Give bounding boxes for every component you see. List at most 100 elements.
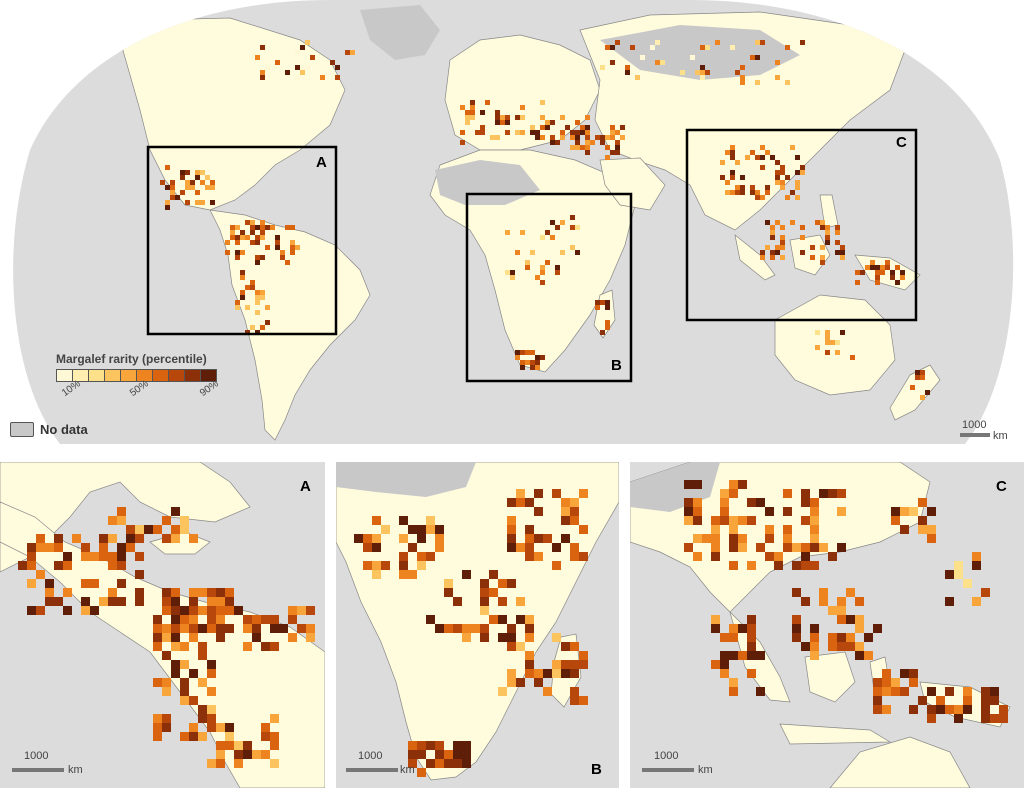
rarity-cell <box>288 615 297 624</box>
rarity-cell <box>560 130 565 135</box>
inset-box-c[interactable] <box>685 128 918 322</box>
legend-title: Margalef rarity (percentile) <box>56 352 207 366</box>
rarity-cell <box>255 260 260 265</box>
rarity-cell <box>640 55 645 60</box>
rarity-cell <box>216 759 225 768</box>
rarity-cell <box>245 285 250 290</box>
rarity-cell <box>610 130 615 135</box>
inset-box-b[interactable] <box>465 192 633 383</box>
rarity-cell <box>195 170 200 175</box>
rarity-cell <box>882 705 891 714</box>
rarity-cell <box>480 606 489 615</box>
rarity-cell <box>785 80 790 85</box>
rarity-cell <box>250 225 255 230</box>
rarity-cell <box>693 516 702 525</box>
rarity-cell <box>785 195 790 200</box>
rarity-cell <box>981 714 990 723</box>
rarity-cell <box>170 195 175 200</box>
rarity-cell <box>738 624 747 633</box>
rarity-cell <box>585 150 590 155</box>
rarity-cell <box>235 300 240 305</box>
rarity-cell <box>828 606 837 615</box>
rarity-cell <box>234 759 243 768</box>
rarity-cell <box>230 230 235 235</box>
africa-landmass <box>429 149 636 373</box>
rarity-cell <box>171 606 180 615</box>
rarity-cell <box>690 55 695 60</box>
rarity-cell <box>270 732 279 741</box>
rarity-cell <box>918 498 927 507</box>
inset-b-letter: B <box>591 761 602 778</box>
rarity-cell <box>720 660 729 669</box>
rarity-cell <box>860 270 865 275</box>
inset-c-map <box>630 462 1011 788</box>
rarity-cell <box>153 732 162 741</box>
rarity-cell <box>81 606 90 615</box>
rarity-cell <box>505 130 510 135</box>
rarity-cell <box>900 669 909 678</box>
rarity-cell <box>765 534 774 543</box>
rarity-cell <box>285 225 290 230</box>
rarity-cell <box>372 534 381 543</box>
box-label-c: C <box>896 134 907 151</box>
rarity-cell <box>453 750 462 759</box>
rarity-cell <box>945 705 954 714</box>
rarity-cell <box>210 180 215 185</box>
rarity-cell <box>465 110 470 115</box>
rarity-cell <box>650 45 655 50</box>
rarity-cell <box>775 245 780 250</box>
rarity-cell <box>295 65 300 70</box>
rarity-cell <box>720 498 729 507</box>
rarity-cell <box>185 185 190 190</box>
rarity-cell <box>774 552 783 561</box>
rarity-cell <box>830 340 835 345</box>
rarity-cell <box>972 561 981 570</box>
rarity-cell <box>792 543 801 552</box>
inset-box-a[interactable] <box>146 145 338 336</box>
rarity-cell <box>426 525 435 534</box>
rarity-cell <box>507 624 516 633</box>
rarity-cell <box>280 255 285 260</box>
rarity-cell <box>207 669 216 678</box>
rarity-cell <box>840 250 845 255</box>
rarity-cell <box>909 705 918 714</box>
rarity-cell <box>335 75 340 80</box>
rarity-cell <box>819 588 828 597</box>
rarity-cell <box>460 105 465 110</box>
rarity-cell <box>745 155 750 160</box>
rarity-cell <box>837 507 846 516</box>
rarity-cell <box>216 615 225 624</box>
rarity-cell <box>801 498 810 507</box>
rarity-cell <box>171 615 180 624</box>
rarity-cell <box>435 741 444 750</box>
rarity-cell <box>755 55 760 60</box>
rarity-cell <box>230 225 235 230</box>
rarity-cell <box>552 633 561 642</box>
rarity-cell <box>135 525 144 534</box>
rarity-cell <box>543 687 552 696</box>
rarity-cell <box>750 190 755 195</box>
rarity-cell <box>305 65 310 70</box>
inset-panel-c: C 1000 km <box>630 462 1024 788</box>
rarity-cell <box>372 516 381 525</box>
rarity-cell <box>605 145 610 150</box>
rarity-cell <box>695 70 700 75</box>
rarity-cell <box>200 180 205 185</box>
rarity-cell <box>810 516 819 525</box>
rarity-cell <box>828 642 837 651</box>
rarity-cell <box>225 250 230 255</box>
rarity-cells-b <box>354 489 588 777</box>
rarity-cell <box>162 714 171 723</box>
rarity-cell <box>864 633 873 642</box>
rarity-cell <box>550 235 555 240</box>
rarity-cell <box>535 275 540 280</box>
rarity-cell <box>810 642 819 651</box>
rarity-cell <box>800 40 805 45</box>
rarity-cell <box>595 305 600 310</box>
rarity-cell <box>165 205 170 210</box>
rarity-cell <box>516 642 525 651</box>
rarity-cell <box>693 534 702 543</box>
rarity-cell <box>815 330 820 335</box>
rarity-cell <box>747 651 756 660</box>
rarity-cell <box>801 516 810 525</box>
